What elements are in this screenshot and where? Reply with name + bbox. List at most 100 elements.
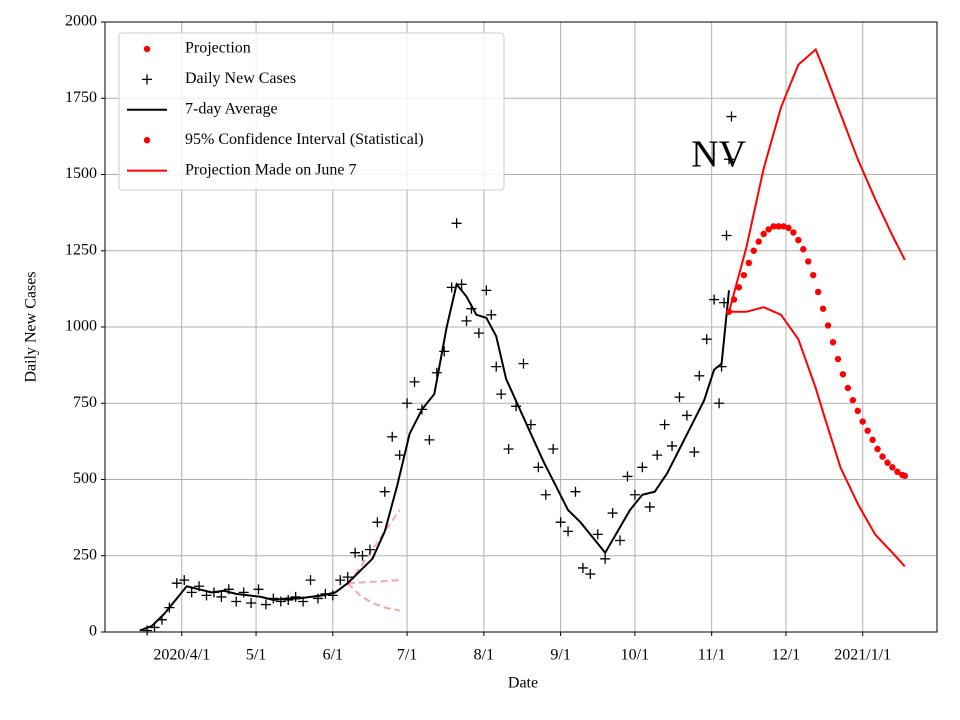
case-marker xyxy=(320,588,331,599)
case-marker xyxy=(659,419,670,430)
projection-dot xyxy=(849,397,857,404)
case-marker xyxy=(701,334,712,345)
projection-dot xyxy=(874,445,881,453)
case-marker xyxy=(555,517,566,528)
legend-marker xyxy=(143,45,151,53)
case-marker xyxy=(600,553,611,564)
y-tick-label: 1500 xyxy=(65,165,97,182)
case-marker xyxy=(652,450,663,461)
case-marker xyxy=(416,404,427,415)
case-marker xyxy=(283,594,294,605)
case-marker xyxy=(342,572,353,583)
projection-dot xyxy=(755,238,762,245)
projection-dot xyxy=(864,427,871,434)
legend-marker xyxy=(142,74,152,85)
case-marker xyxy=(379,486,390,497)
case-marker xyxy=(563,526,574,537)
annotation: NV xyxy=(691,134,746,176)
x-tick-label: 6/1 xyxy=(323,647,343,664)
case-marker xyxy=(142,625,153,636)
legend-marker xyxy=(143,137,151,144)
case-marker xyxy=(156,614,167,625)
projection-dot xyxy=(780,223,787,230)
projection-dot xyxy=(760,230,767,238)
projection-dot xyxy=(765,226,772,233)
x-axis-label: Date xyxy=(508,675,538,692)
case-marker xyxy=(238,587,249,598)
case-marker xyxy=(179,575,190,586)
case-marker xyxy=(268,593,279,604)
projection-dot xyxy=(775,223,782,230)
x-tick-label: 8/1 xyxy=(474,647,494,664)
y-tick-label: 1250 xyxy=(65,241,97,258)
june-projection-line xyxy=(346,509,401,584)
case-marker xyxy=(709,294,720,305)
case-marker xyxy=(637,462,648,473)
legend-label: Projection Made on June 7 xyxy=(185,161,357,178)
case-marker xyxy=(171,578,182,589)
case-marker xyxy=(194,581,205,592)
case-marker xyxy=(577,562,588,573)
legend-box xyxy=(118,32,505,191)
case-marker xyxy=(461,315,472,326)
case-marker xyxy=(496,389,507,400)
x-tick-label: 2021/1/1 xyxy=(834,647,891,664)
y-tick-label: 1000 xyxy=(65,318,97,335)
case-marker xyxy=(540,489,551,500)
case-marker xyxy=(201,590,212,601)
case-marker xyxy=(533,462,544,473)
legend-label: Daily New Cases xyxy=(185,70,296,87)
case-marker xyxy=(208,587,219,598)
case-marker xyxy=(694,370,705,381)
projection-dot xyxy=(894,468,901,476)
case-marker xyxy=(466,303,477,314)
legend-label: Projection xyxy=(185,40,251,57)
case-marker xyxy=(511,401,522,412)
projection-dot xyxy=(834,355,842,363)
x-tick-label: 2020/4/1 xyxy=(153,647,210,664)
legend-label: 7-day Average xyxy=(185,100,278,117)
case-marker xyxy=(439,346,450,357)
case-marker xyxy=(622,471,633,482)
case-marker xyxy=(446,282,457,293)
x-tick-label: 12/1 xyxy=(772,647,800,664)
projection-dot xyxy=(839,371,847,378)
average-line xyxy=(139,282,730,632)
case-marker xyxy=(644,501,655,512)
y-tick-label: 250 xyxy=(73,546,97,563)
case-marker xyxy=(424,434,435,445)
case-marker xyxy=(689,447,700,458)
case-marker xyxy=(327,590,338,601)
case-marker xyxy=(486,309,497,320)
projection-dot xyxy=(770,223,777,230)
projection-dot xyxy=(745,259,753,267)
projection-dot xyxy=(819,305,827,312)
case-marker xyxy=(164,602,175,613)
projection-dot xyxy=(790,229,797,236)
case-marker xyxy=(394,450,405,461)
case-marker xyxy=(456,279,467,290)
case-marker xyxy=(357,550,368,561)
projection-dot xyxy=(824,322,832,329)
case-marker xyxy=(615,535,626,546)
projection-dot xyxy=(725,308,733,315)
x-tick-label: 10/1 xyxy=(621,647,649,664)
projection-dot xyxy=(800,246,807,253)
june-projection-line xyxy=(346,582,400,612)
ci-lower-line xyxy=(729,306,906,568)
projection-dot xyxy=(829,339,837,346)
case-marker xyxy=(667,440,678,451)
case-marker xyxy=(681,410,692,421)
plot-frame xyxy=(104,21,938,633)
x-tick-label: 9/1 xyxy=(550,647,570,664)
projection-dot xyxy=(795,236,802,244)
legend-label: 95% Confidence Interval (Statistical) xyxy=(185,131,424,148)
case-marker xyxy=(724,154,734,165)
case-marker xyxy=(451,218,462,229)
case-marker xyxy=(721,230,732,241)
case-marker xyxy=(726,111,737,122)
x-tick-label: 5/1 xyxy=(246,647,266,664)
case-marker xyxy=(223,584,234,595)
projection-dot xyxy=(814,288,822,296)
case-marker xyxy=(312,593,323,604)
